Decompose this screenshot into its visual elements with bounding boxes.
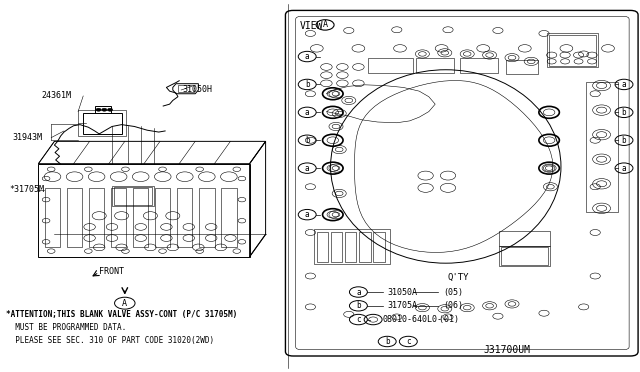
Text: FRONT: FRONT: [99, 267, 124, 276]
Bar: [67, 188, 83, 247]
Text: (05): (05): [444, 288, 463, 296]
Text: a: a: [305, 210, 310, 219]
Text: a: a: [305, 52, 310, 61]
Text: 31705A: 31705A: [388, 301, 418, 310]
Text: A: A: [122, 299, 127, 308]
Text: MUST BE PROGRAMMED DATA.: MUST BE PROGRAMMED DATA.: [6, 323, 127, 332]
Text: PLEASE SEE SEC. 310 OF PART CODE 31020(2WD): PLEASE SEE SEC. 310 OF PART CODE 31020(2…: [6, 336, 214, 345]
Bar: [112, 186, 154, 206]
Text: a: a: [356, 288, 361, 296]
Bar: [345, 232, 356, 262]
Bar: [133, 188, 148, 247]
Bar: [114, 187, 152, 205]
Text: J31700UM: J31700UM: [483, 346, 530, 355]
Bar: [83, 113, 122, 134]
Text: *ATTENTION;THIS BLANK VALVE ASSY-CONT (P/C 31705M): *ATTENTION;THIS BLANK VALVE ASSY-CONT (P…: [6, 310, 237, 319]
Text: (01): (01): [435, 315, 460, 324]
Bar: [177, 188, 193, 247]
Text: Q'TY: Q'TY: [448, 273, 470, 282]
Bar: [95, 106, 111, 113]
Bar: [501, 247, 548, 265]
Bar: [111, 188, 126, 247]
Bar: [499, 246, 550, 266]
Bar: [45, 188, 60, 247]
Text: c: c: [406, 337, 411, 346]
Text: b: b: [305, 80, 310, 89]
Bar: [547, 33, 598, 67]
Bar: [416, 58, 454, 73]
Bar: [368, 58, 413, 73]
Text: b: b: [356, 301, 361, 310]
Text: b: b: [621, 136, 627, 145]
Bar: [317, 232, 328, 262]
Bar: [499, 231, 550, 246]
Bar: [506, 60, 538, 74]
Bar: [155, 188, 170, 247]
Bar: [331, 232, 342, 262]
Text: VIEW: VIEW: [300, 21, 323, 31]
Text: a: a: [305, 164, 310, 173]
Bar: [373, 232, 385, 262]
Text: a: a: [621, 164, 627, 173]
Text: a: a: [621, 80, 627, 89]
Bar: [586, 82, 618, 212]
Text: a: a: [305, 108, 310, 117]
Text: 31050A: 31050A: [388, 288, 418, 296]
Bar: [221, 188, 237, 247]
Text: b: b: [305, 136, 310, 145]
Bar: [199, 188, 214, 247]
Circle shape: [108, 108, 113, 111]
Text: A: A: [323, 20, 328, 29]
Text: *31705M: *31705M: [10, 185, 45, 194]
Bar: [460, 58, 498, 73]
Circle shape: [102, 108, 107, 111]
Text: 08010-640L0--: 08010-640L0--: [383, 315, 448, 324]
Bar: [89, 188, 104, 247]
Text: b: b: [621, 108, 627, 117]
Bar: [314, 229, 390, 264]
Text: 31943M: 31943M: [13, 133, 43, 142]
Text: c: c: [356, 315, 361, 324]
Bar: [549, 35, 596, 66]
Text: (06): (06): [444, 301, 463, 310]
Circle shape: [96, 108, 101, 111]
Bar: [359, 232, 371, 262]
Bar: [78, 110, 126, 136]
Bar: [178, 85, 194, 92]
Text: 31050H: 31050H: [182, 85, 212, 94]
Text: 24361M: 24361M: [42, 92, 72, 100]
Text: b: b: [385, 337, 390, 346]
